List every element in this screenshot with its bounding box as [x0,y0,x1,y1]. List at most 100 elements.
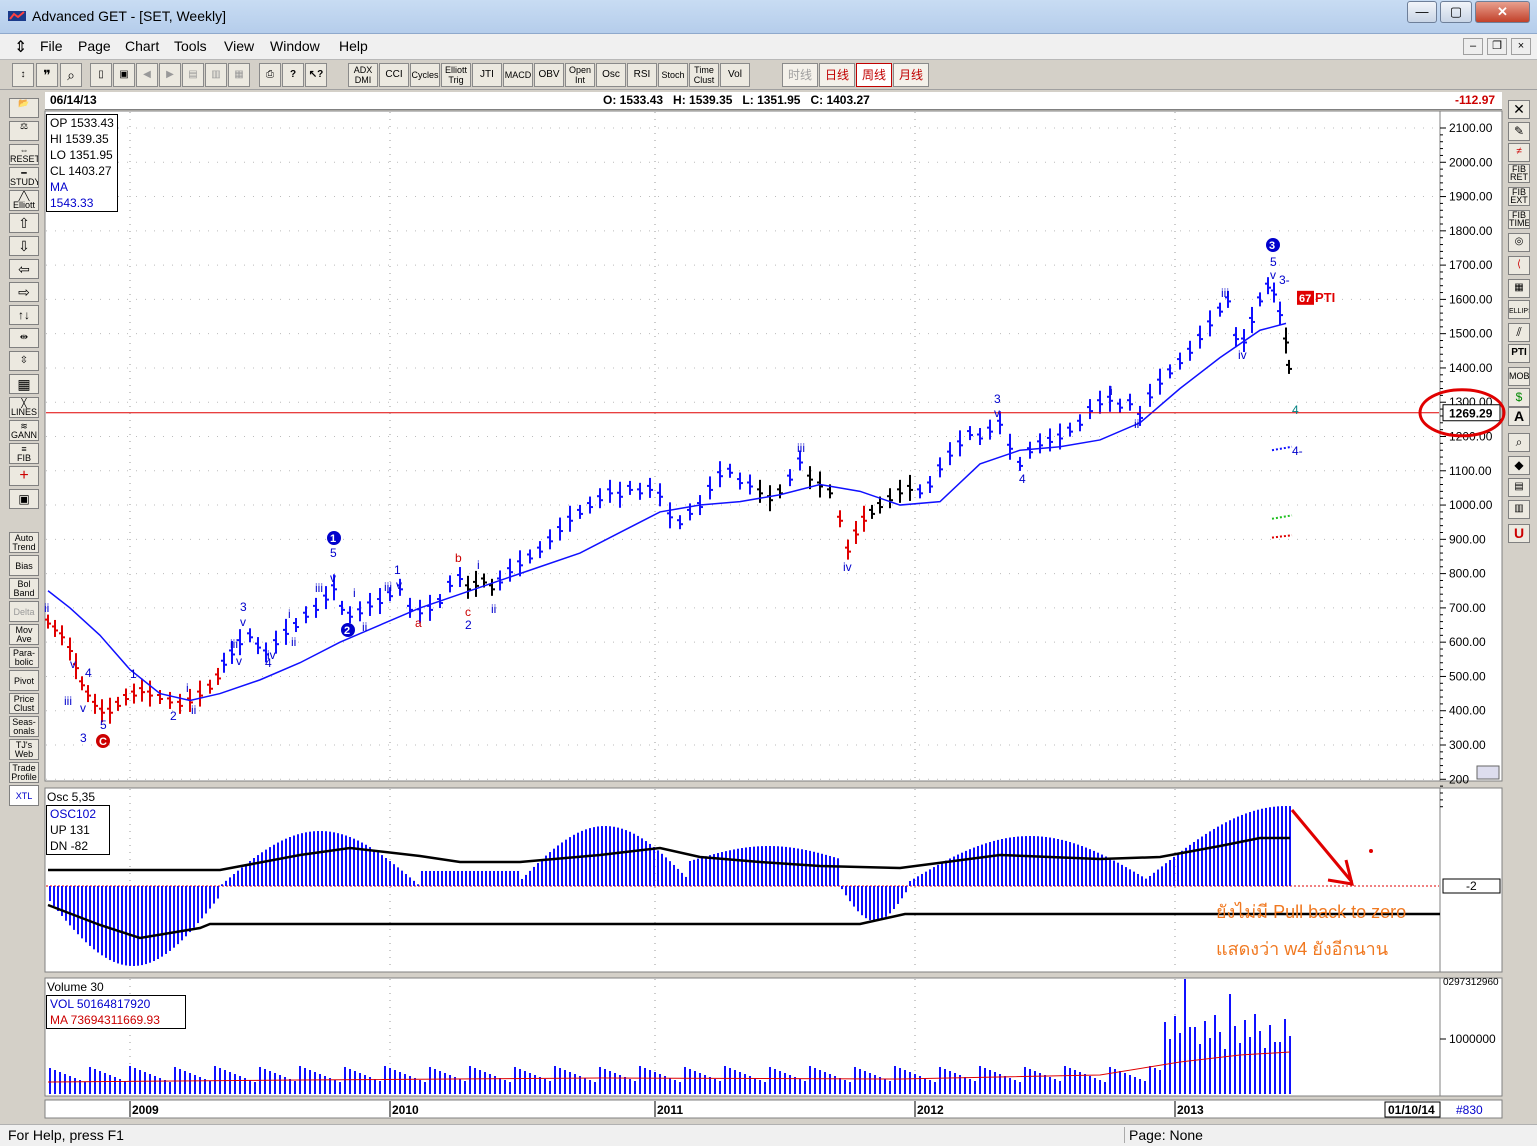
ellips-tool[interactable]: ELLIPS [1508,300,1530,319]
forward-icon[interactable]: ▶ [159,63,181,87]
document-icon[interactable]: ⇕ [14,39,28,56]
fib-ret-tool[interactable]: FIB RET [1508,164,1530,183]
zoom-icon[interactable]: ⌕ [60,63,82,87]
tool-cycles[interactable]: Cycles [410,63,440,87]
mob-tool[interactable]: MOB [1508,367,1530,386]
grid-tool-icon[interactable]: ▦ [1508,279,1530,298]
fib-time-tool[interactable]: FIB TIME [1508,210,1530,229]
menu-window[interactable]: Window [270,38,320,54]
tool-obv[interactable]: OBV [534,63,564,87]
bias-tool[interactable]: Bias [9,555,39,576]
tool-adx-dmi[interactable]: ADX DMI [348,63,378,87]
tool-vol[interactable]: Vol [720,63,750,87]
tool-osc[interactable]: Osc [596,63,626,87]
delete-icon[interactable]: ▦ [228,63,250,87]
pencil-icon[interactable]: ✎ [1508,122,1530,141]
right-tool-palette: ✕ ✎ ≠ FIB RET FIB EXT FIB TIME ◎ ⟨ ▦ ELL… [1507,94,1531,554]
arrow-down-icon[interactable]: ⇩ [9,236,39,256]
trade-profile-tool[interactable]: Trade Profile [9,762,39,783]
mdi-restore-button[interactable]: ❐ [1487,38,1507,55]
quote-icon[interactable]: ❞ [36,63,58,87]
auto-trend-tool[interactable]: Auto Trend [9,532,39,553]
expand-icon[interactable]: ⇹ [9,328,39,348]
calendar-icon[interactable]: ▥ [1508,500,1530,519]
period-weekly[interactable]: 周线 [856,63,892,87]
delta-tool[interactable]: Delta [9,601,39,622]
fib-ext-tool[interactable]: FIB EXT [1508,187,1530,206]
gann-tool[interactable]: ≋ GANN [9,420,39,441]
price-scale-label: 1700.00 [1449,258,1493,272]
menu-chart[interactable]: Chart [125,38,160,54]
help-icon[interactable]: ? [282,63,304,87]
tool-time-clust[interactable]: Time Clust [689,63,719,87]
period-hourly[interactable]: 时线 [782,63,818,87]
balance-icon[interactable]: ⚖ [9,121,39,141]
tool-jti[interactable]: JTI [472,63,502,87]
new-icon[interactable]: ▯ [90,63,112,87]
paste-icon[interactable]: ▥ [205,63,227,87]
arrow-right-icon[interactable]: ⇨ [9,282,39,302]
arrow-left-icon[interactable]: ⇦ [9,259,39,279]
bars-icon[interactable]: ↑↓ [9,305,39,325]
tool-macd[interactable]: MACD [503,63,533,87]
magnify-icon[interactable]: ⌕ [1508,433,1530,452]
trend-lines-icon[interactable]: ≠ [1508,143,1530,162]
fib-tool[interactable]: ≡ FIB [9,443,39,464]
mov-ave-tool[interactable]: Mov Ave [9,624,39,645]
parabolic-tool[interactable]: Para- bolic [9,647,39,668]
fan-icon[interactable]: ⟨ [1508,256,1530,275]
arrow-up-icon[interactable]: ⇧ [9,213,39,233]
magnet-tool[interactable]: U [1508,524,1530,543]
menu-view[interactable]: View [224,38,255,54]
reset-tool[interactable]: ⇔ RESET [9,144,39,165]
menu-page[interactable]: Page [78,38,111,54]
channel-icon[interactable]: ⫽ [1508,323,1530,342]
crosshair-icon[interactable]: + [9,466,39,486]
period-monthly[interactable]: 月线 [893,63,929,87]
open-folder-icon[interactable]: 📂 [9,98,39,118]
mdi-minimize-button[interactable]: – [1463,38,1483,55]
menu-file[interactable]: File [40,38,63,54]
menu-help[interactable]: Help [339,38,368,54]
copy-icon[interactable]: ▤ [182,63,204,87]
cross-tool-icon[interactable]: ✕ [1508,100,1530,119]
seasonals-tool[interactable]: Seas- onals [9,716,39,737]
bol-band-tool[interactable]: Bol Band [9,578,39,599]
mdi-close-button[interactable]: × [1511,38,1531,55]
tool-open-int[interactable]: Open Int [565,63,595,87]
pointer-icon[interactable]: ↕ [12,63,34,87]
period-daily[interactable]: 日线 [819,63,855,87]
dollar-icon[interactable]: $ [1508,388,1530,407]
price-scale-label: 600.00 [1449,635,1486,649]
pti-tool[interactable]: PTI [1508,344,1530,363]
price-clust-tool[interactable]: Price Clust [9,693,39,714]
tool-cci[interactable]: CCI [379,63,409,87]
maximize-button[interactable]: ▢ [1440,1,1472,23]
grid-icon[interactable]: ▦ [9,374,39,394]
year-label: 2009 [132,1103,159,1117]
tool-rsi[interactable]: RSI [627,63,657,87]
xtl-tool[interactable]: XTL [9,785,39,806]
fib-circle-icon[interactable]: ◎ [1508,233,1530,252]
context-help-icon[interactable]: ↖? [305,63,327,87]
text-tool[interactable]: A [1508,407,1530,426]
tjs-web-tool[interactable]: TJ's Web [9,739,39,760]
pivot-tool[interactable]: Pivot [9,670,39,691]
menu-tools[interactable]: Tools [174,38,207,54]
elliott-tool[interactable]: ╱╲ Elliott [9,190,39,211]
eraser-icon[interactable]: ◆ [1508,456,1530,475]
tool-stoch[interactable]: Stoch [658,63,688,87]
print-icon[interactable]: ⎙ [259,63,281,87]
save-icon[interactable]: ▣ [113,63,135,87]
study-tool[interactable]: ━ STUDY [9,167,39,188]
properties-icon[interactable]: ▣ [9,489,39,509]
back-icon[interactable]: ◀ [136,63,158,87]
lines-tool[interactable]: ╳ LINES [9,397,39,418]
minimize-button[interactable]: — [1407,1,1437,23]
close-button[interactable]: ✕ [1475,1,1530,23]
legend-open: OP 1533.43 [50,116,114,130]
compress-icon[interactable]: ⇳ [9,351,39,371]
list-icon[interactable]: ▤ [1508,478,1530,497]
tool-elliott-trig[interactable]: Elliott Trig [441,63,471,87]
